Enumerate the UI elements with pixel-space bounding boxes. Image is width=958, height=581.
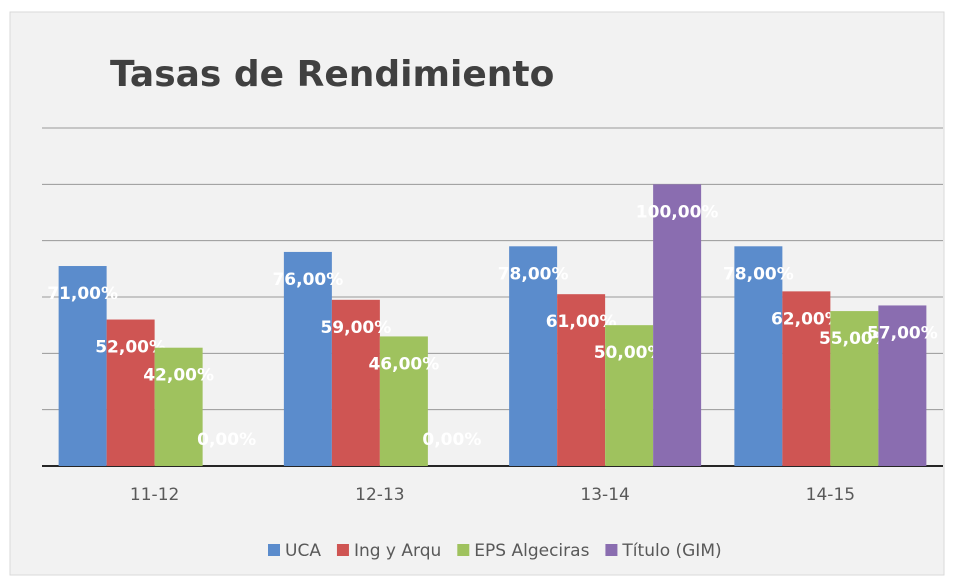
bar — [734, 246, 783, 466]
x-tick-label: 12-13 — [355, 485, 404, 505]
value-label: 78,00% — [498, 264, 569, 284]
bar — [331, 299, 380, 466]
legend-label: EPS Algeciras — [474, 541, 589, 561]
legend-swatch — [268, 544, 280, 556]
bar — [878, 305, 927, 466]
x-tick-label: 13-14 — [580, 485, 629, 505]
value-label: 55,00% — [819, 329, 890, 349]
chart-title: Tasas de Rendimiento — [110, 54, 554, 95]
legend-swatch — [457, 544, 470, 556]
value-label: 59,00% — [320, 318, 391, 338]
bar — [106, 319, 155, 466]
bar — [782, 291, 831, 466]
bar — [283, 251, 332, 466]
value-label: 50,00% — [594, 343, 665, 363]
legend-label: Ing y Arqu — [354, 541, 441, 561]
x-tick-label: 11-12 — [130, 485, 179, 505]
value-label: 76,00% — [272, 270, 343, 290]
legend-label: UCA — [285, 541, 321, 561]
bar — [154, 347, 203, 466]
value-label: 42,00% — [143, 366, 214, 386]
value-label: 46,00% — [368, 354, 439, 374]
value-label: 57,00% — [867, 323, 938, 343]
bar — [379, 336, 428, 466]
value-label: 78,00% — [723, 264, 794, 284]
legend-swatch — [336, 544, 349, 556]
value-label: 0,00% — [197, 430, 256, 450]
bar — [509, 246, 558, 466]
value-label: 61,00% — [546, 312, 617, 332]
value-label: 52,00% — [95, 338, 166, 358]
bar — [557, 294, 606, 466]
bar — [653, 184, 702, 467]
bar — [605, 325, 654, 466]
value-label: 100,00% — [636, 202, 719, 222]
bar — [58, 266, 107, 466]
value-label: 62,00% — [771, 309, 842, 329]
value-label: 0,00% — [422, 430, 481, 450]
value-label: 71,00% — [47, 284, 118, 304]
legend-swatch — [605, 544, 618, 556]
legend-label: Título (GIM) — [621, 541, 721, 561]
x-tick-label: 14-15 — [806, 485, 855, 505]
bar — [830, 311, 879, 466]
